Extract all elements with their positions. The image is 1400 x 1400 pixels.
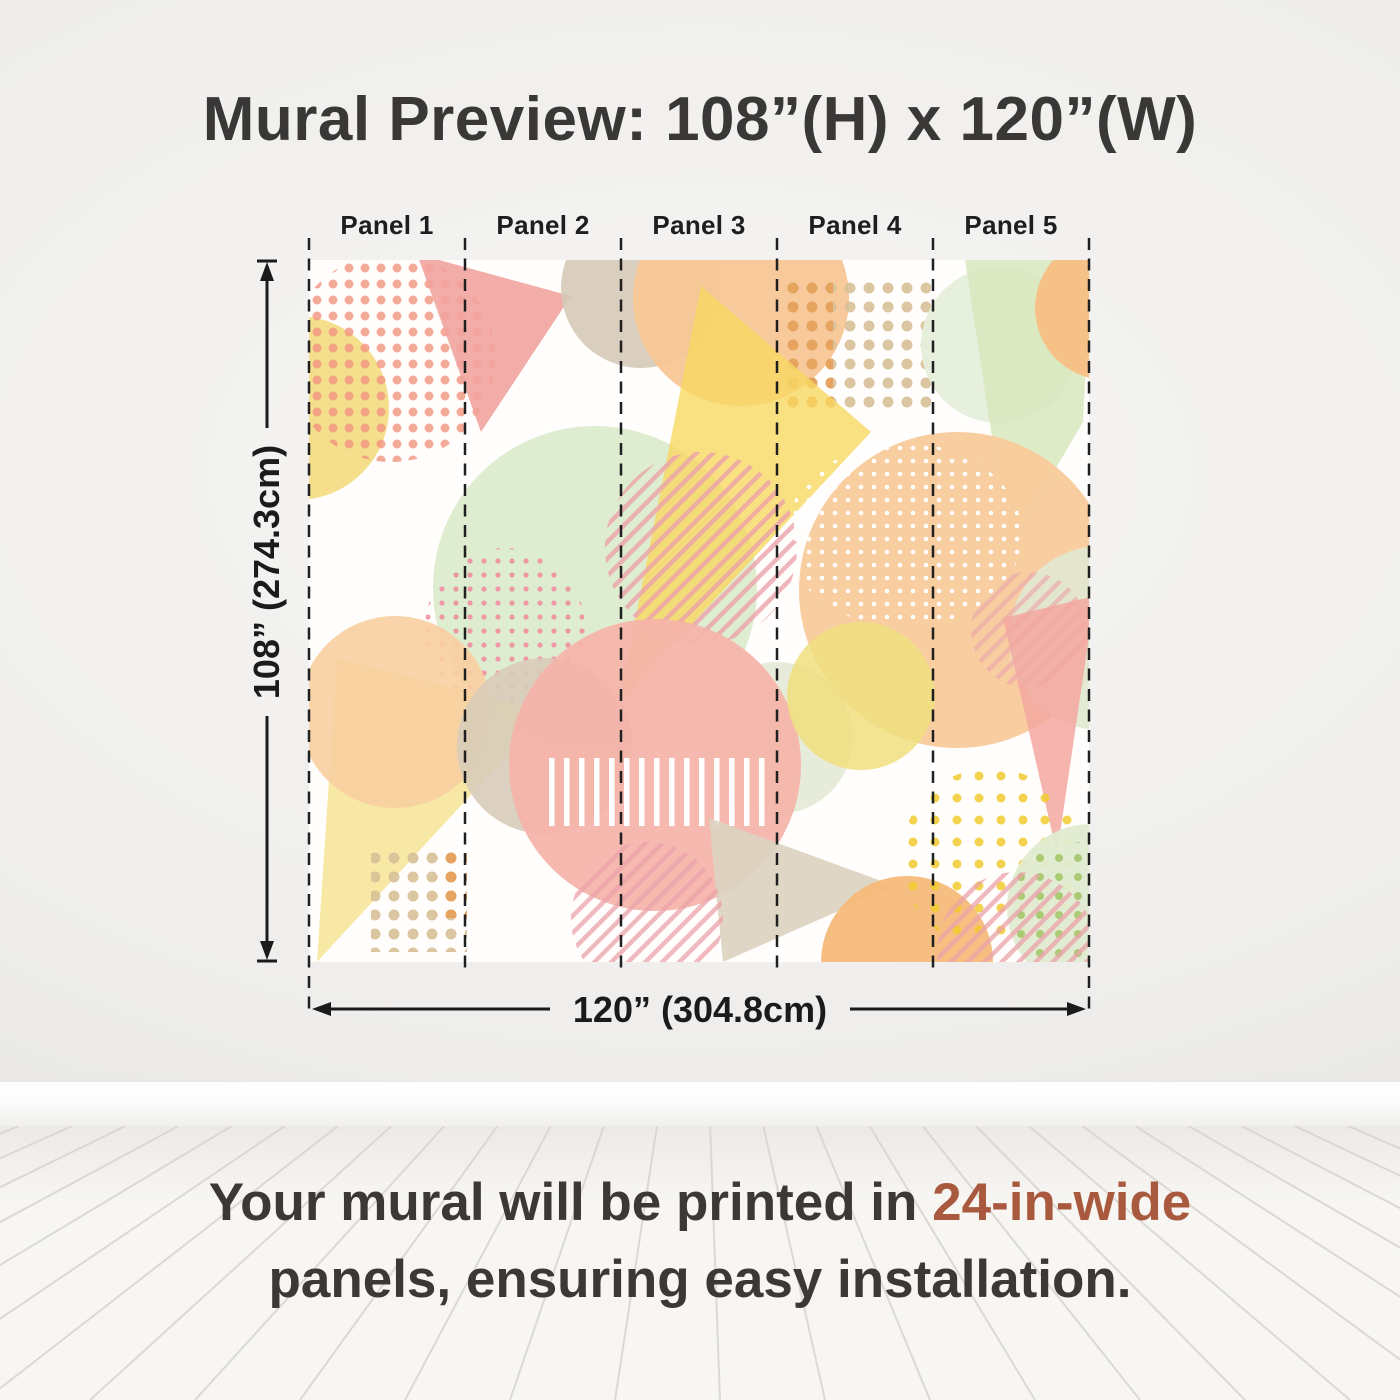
caption-highlight: 24-in-wide — [932, 1173, 1192, 1232]
panel-label-3: Panel 3 — [652, 210, 746, 240]
width-dimension-label: 120” (304.8cm) — [572, 989, 828, 1030]
mural-shapes — [309, 260, 1089, 962]
height-dimension-label: 108” (274.3cm) — [246, 444, 287, 700]
mural-artwork — [309, 260, 1089, 962]
baseboard — [0, 1082, 1400, 1128]
caption-line-2: panels, ensuring easy installation. — [268, 1250, 1132, 1309]
wood-floor — [0, 1126, 1400, 1400]
caption-prefix: Your mural will be printed in — [208, 1173, 933, 1232]
page-title: Mural Preview: 108”(H) x 120”(W) — [202, 85, 1198, 154]
panel-label-1: Panel 1 — [340, 210, 434, 240]
caption-line-1: Your mural will be printed in 24-in-wide — [0, 1164, 1400, 1241]
panel-label-5: Panel 5 — [964, 210, 1058, 240]
panel-label-4: Panel 4 — [808, 210, 902, 240]
panel-label-2: Panel 2 — [496, 210, 590, 240]
floor-plank-lines — [0, 1126, 1400, 1400]
caption: Your mural will be printed in 24-in-wide… — [0, 1164, 1400, 1318]
